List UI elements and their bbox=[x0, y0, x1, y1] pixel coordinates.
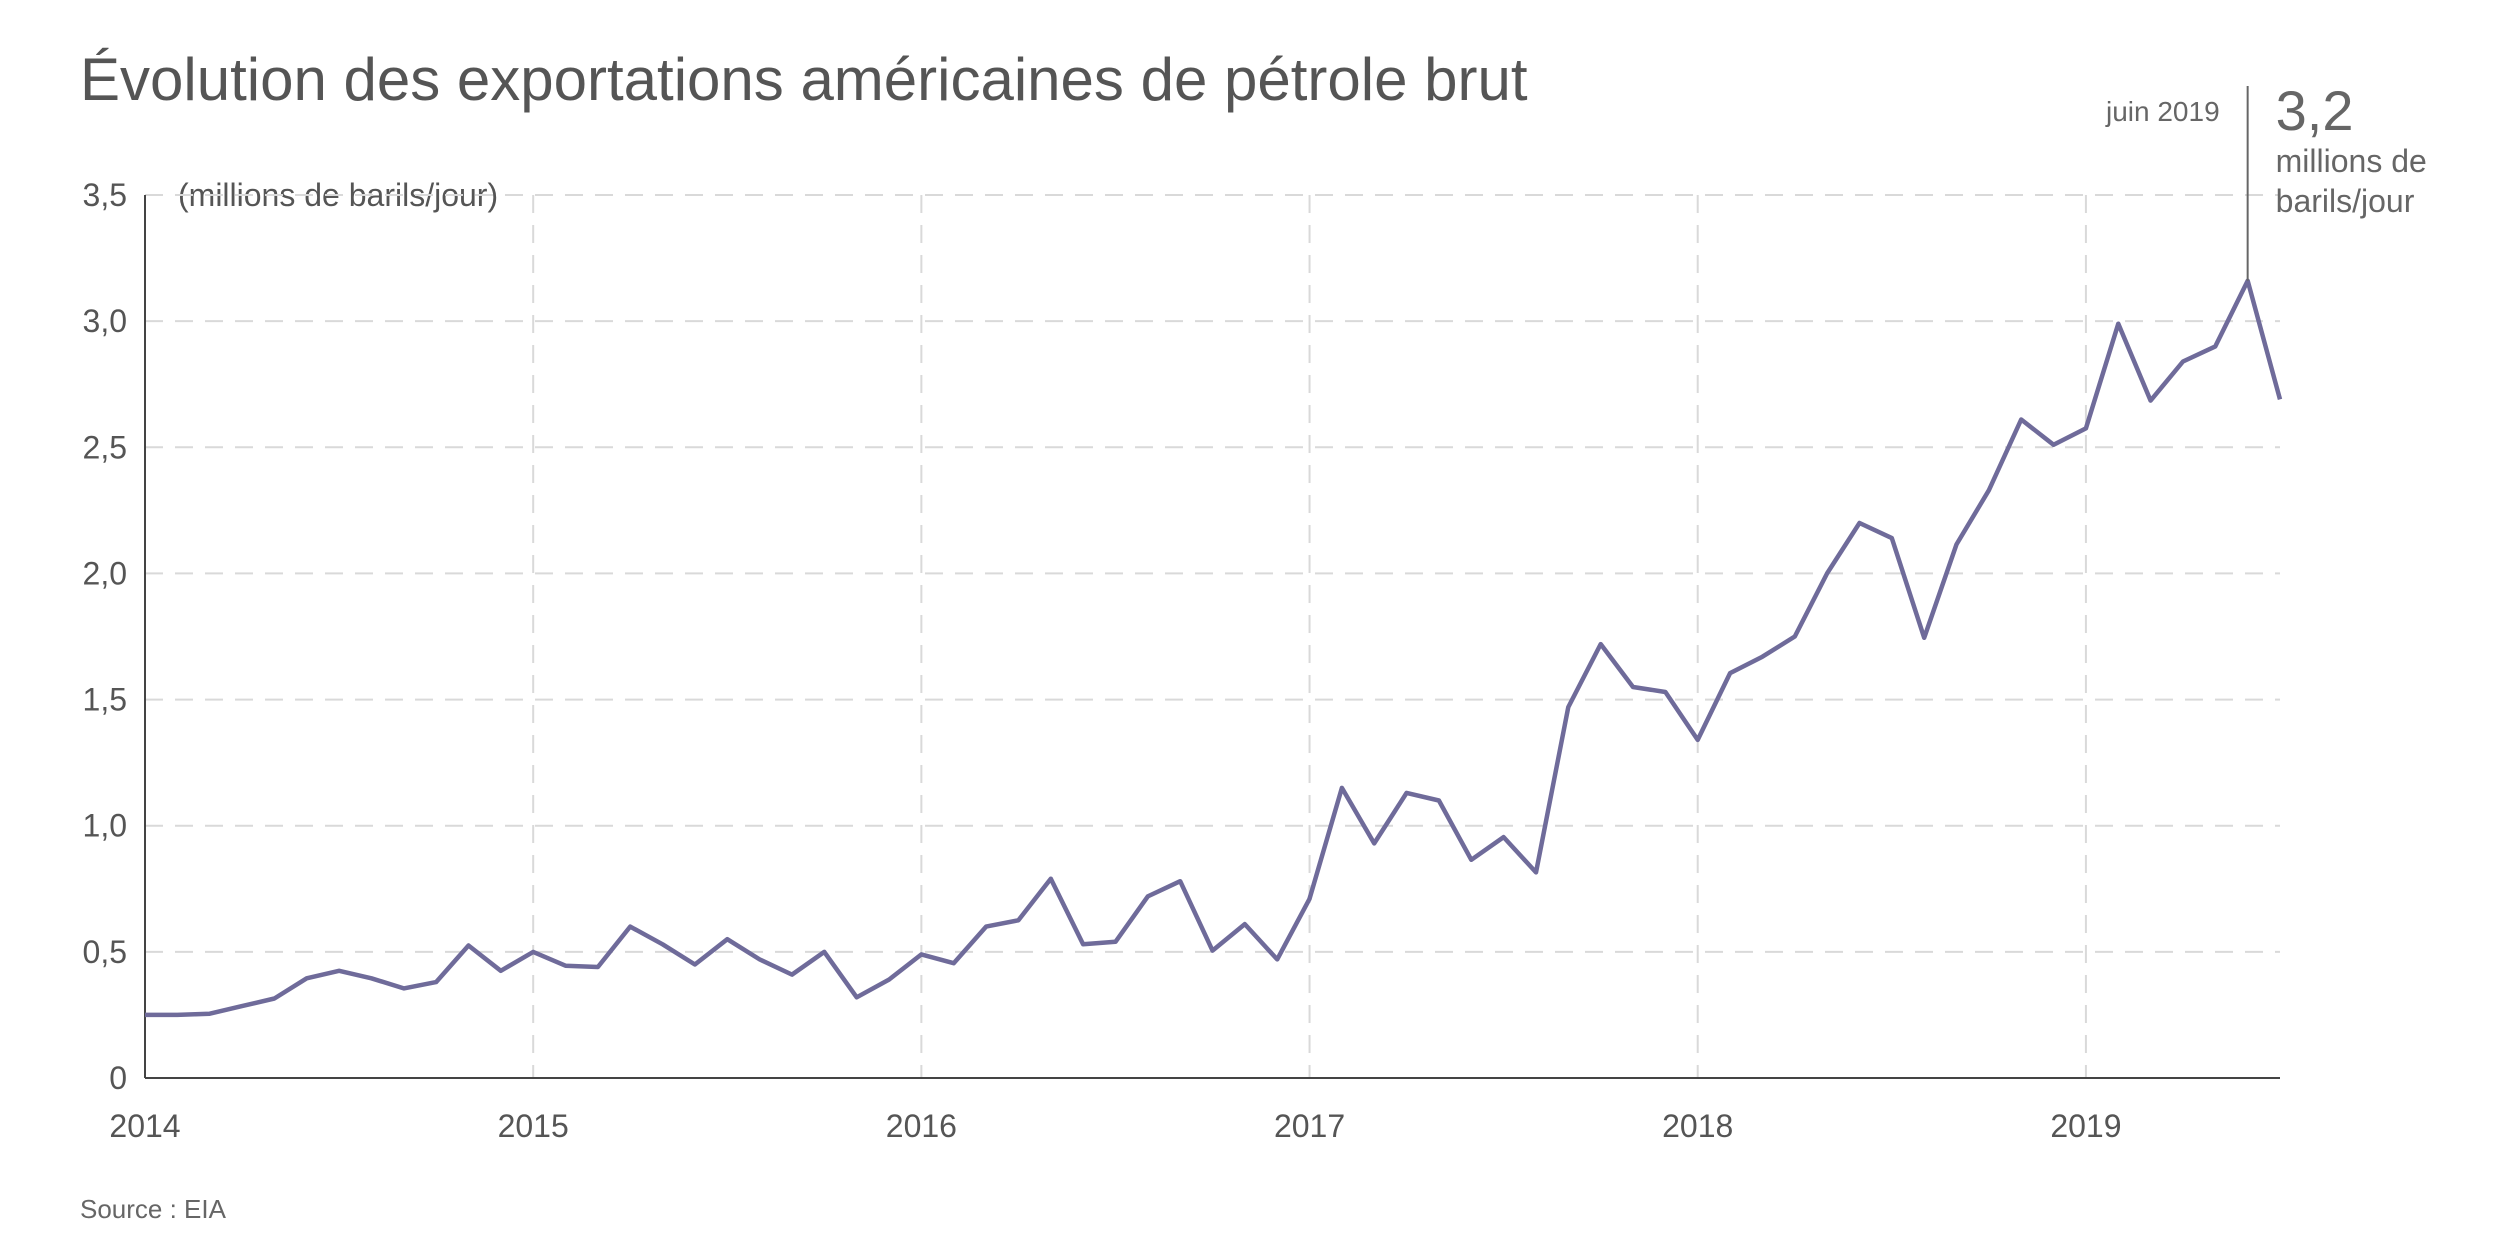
x-tick-label: 2018 bbox=[1662, 1108, 1733, 1144]
x-tick-label: 2017 bbox=[1274, 1108, 1345, 1144]
annotation-date: juin 2019 bbox=[2105, 96, 2220, 127]
x-axis-ticks: 2014 2015 2016 2017 2018 2019 bbox=[109, 1108, 2121, 1144]
x-tick-label: 2015 bbox=[498, 1108, 569, 1144]
y-tick-label: 0 bbox=[109, 1060, 127, 1096]
y-tick-label: 0,5 bbox=[83, 934, 127, 970]
y-tick-label: 1,5 bbox=[83, 682, 127, 718]
annotation-unit-line1: millions de bbox=[2276, 143, 2427, 179]
y-tick-label: 2,0 bbox=[83, 555, 127, 591]
source-note: Source : EIA bbox=[80, 1194, 227, 1224]
x-tick-label: 2019 bbox=[2050, 1108, 2121, 1144]
chart-title: Évolution des exportations américaines d… bbox=[80, 46, 1528, 113]
y-tick-label: 3,5 bbox=[83, 177, 127, 213]
series-line-exports bbox=[145, 278, 2283, 1018]
peak-annotation: juin 2019 3,2 millions de barils/jour bbox=[2105, 79, 2427, 281]
annotation-unit-line2: barils/jour bbox=[2276, 183, 2415, 219]
y-axis-ticks: 0 0,5 1,0 1,5 2,0 2,5 3,0 3,5 bbox=[83, 177, 127, 1096]
y-tick-label: 1,0 bbox=[83, 808, 127, 844]
x-tick-label: 2016 bbox=[886, 1108, 957, 1144]
y-tick-label: 3,0 bbox=[83, 303, 127, 339]
x-tick-label: 2014 bbox=[109, 1108, 180, 1144]
annotation-value: 3,2 bbox=[2276, 79, 2354, 142]
y-tick-label: 2,5 bbox=[83, 429, 127, 465]
